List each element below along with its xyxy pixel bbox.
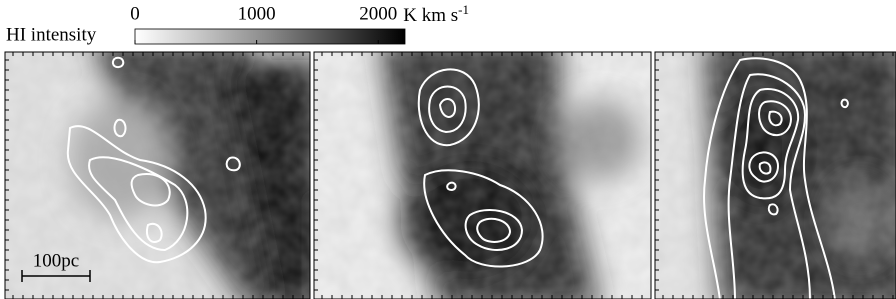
colorbar-tick-label: 2000 (359, 3, 397, 24)
unit-text: K km s (403, 5, 458, 26)
colorbar-tick-label: 1000 (238, 3, 276, 24)
map-panel (314, 40, 651, 299)
colorbar-scale (135, 29, 405, 44)
colorbar-tick-label: 0 (130, 3, 140, 24)
scale-bar-label: 100pc (33, 250, 79, 271)
figure: HI intensity 0 1000 2000 K km s-1 100pc (0, 0, 896, 299)
colorbar: 0 1000 2000 (130, 3, 405, 44)
map-panel (655, 40, 896, 299)
colorbar-label: HI intensity (6, 24, 97, 45)
unit-exponent: -1 (458, 2, 469, 17)
colorbar-unit: K km s-1 (403, 2, 469, 26)
